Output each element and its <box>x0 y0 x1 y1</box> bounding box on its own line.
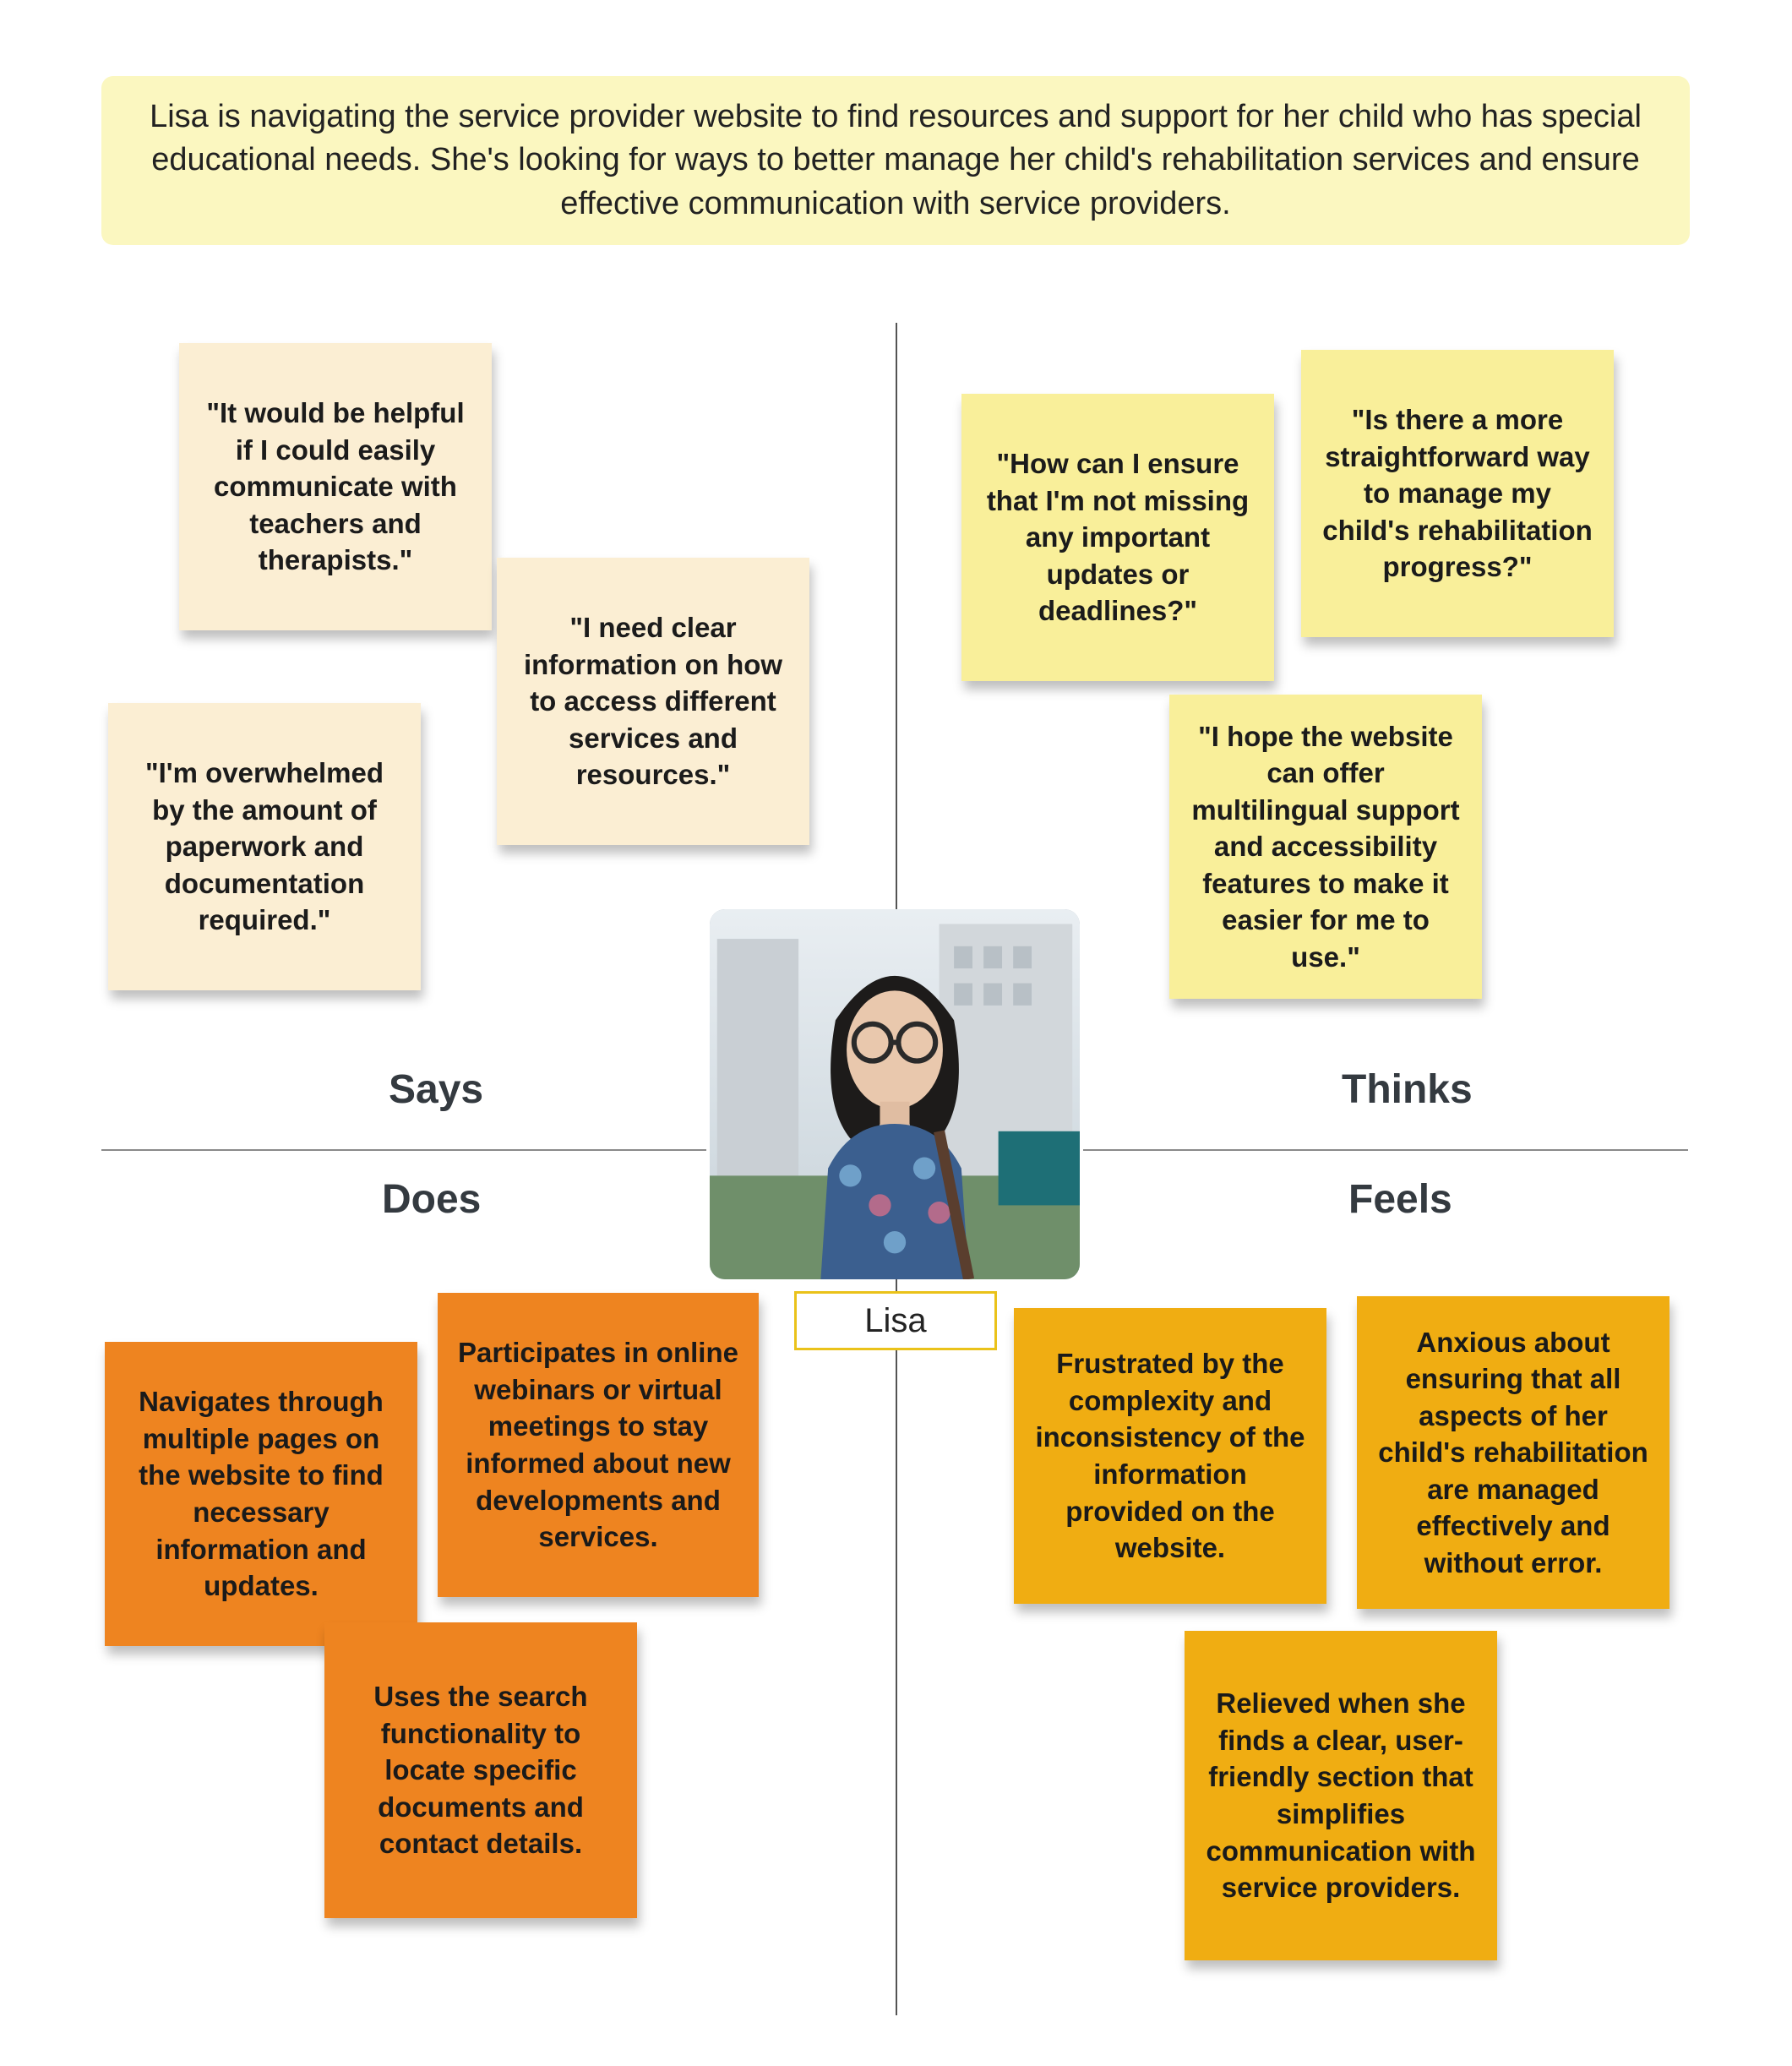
note-does-2: Uses the search functionality to locate … <box>324 1622 637 1918</box>
scenario-text: Lisa is navigating the service provider … <box>135 95 1656 226</box>
note-does-0: Navigates through multiple pages on the … <box>105 1342 417 1646</box>
note-text: Navigates through multiple pages on the … <box>125 1383 397 1604</box>
note-says-0: "It would be helpful if I could easily c… <box>179 343 492 630</box>
quadrant-label-feels: Feels <box>1348 1176 1452 1223</box>
note-text: Relieved when she finds a clear, user-fr… <box>1205 1685 1477 1905</box>
quadrant-label-says: Says <box>389 1066 483 1113</box>
note-text: Participates in online webinars or virtu… <box>458 1334 738 1555</box>
axis-horizontal-right <box>1083 1149 1688 1151</box>
note-does-1: Participates in online webinars or virtu… <box>438 1293 759 1597</box>
note-says-2: "I'm overwhelmed by the amount of paperw… <box>108 703 421 990</box>
note-feels-0: Frustrated by the complexity and inconsi… <box>1014 1308 1326 1604</box>
persona-photo <box>710 909 1080 1279</box>
note-thinks-1: "Is there a more straightforward way to … <box>1301 350 1614 637</box>
persona-name: Lisa <box>864 1302 926 1340</box>
persona-name-tag: Lisa <box>794 1291 997 1350</box>
note-text: "Is there a more straightforward way to … <box>1321 401 1593 586</box>
note-text: "It would be helpful if I could easily c… <box>199 395 471 579</box>
note-feels-1: Anxious about ensuring that all aspects … <box>1357 1296 1669 1609</box>
note-thinks-0: "How can I ensure that I'm not missing a… <box>961 394 1274 681</box>
quadrant-label-thinks: Thinks <box>1342 1066 1473 1113</box>
note-text: Anxious about ensuring that all aspects … <box>1377 1324 1649 1582</box>
note-text: Frustrated by the complexity and inconsi… <box>1034 1345 1306 1566</box>
note-text: "I'm overwhelmed by the amount of paperw… <box>128 755 400 939</box>
note-text: "I hope the website can offer multilingu… <box>1190 718 1462 976</box>
persona-illustration <box>710 909 1080 1279</box>
quadrant-label-does: Does <box>382 1176 481 1223</box>
axis-horizontal-left <box>101 1149 706 1151</box>
note-text: Uses the search functionality to locate … <box>345 1678 617 1862</box>
note-feels-2: Relieved when she finds a clear, user-fr… <box>1185 1631 1497 1960</box>
note-text: "How can I ensure that I'm not missing a… <box>982 445 1254 630</box>
note-thinks-2: "I hope the website can offer multilingu… <box>1169 695 1482 999</box>
note-says-1: "I need clear information on how to acce… <box>497 558 809 845</box>
scenario-box: Lisa is navigating the service provider … <box>101 76 1690 245</box>
note-text: "I need clear information on how to acce… <box>517 609 789 793</box>
